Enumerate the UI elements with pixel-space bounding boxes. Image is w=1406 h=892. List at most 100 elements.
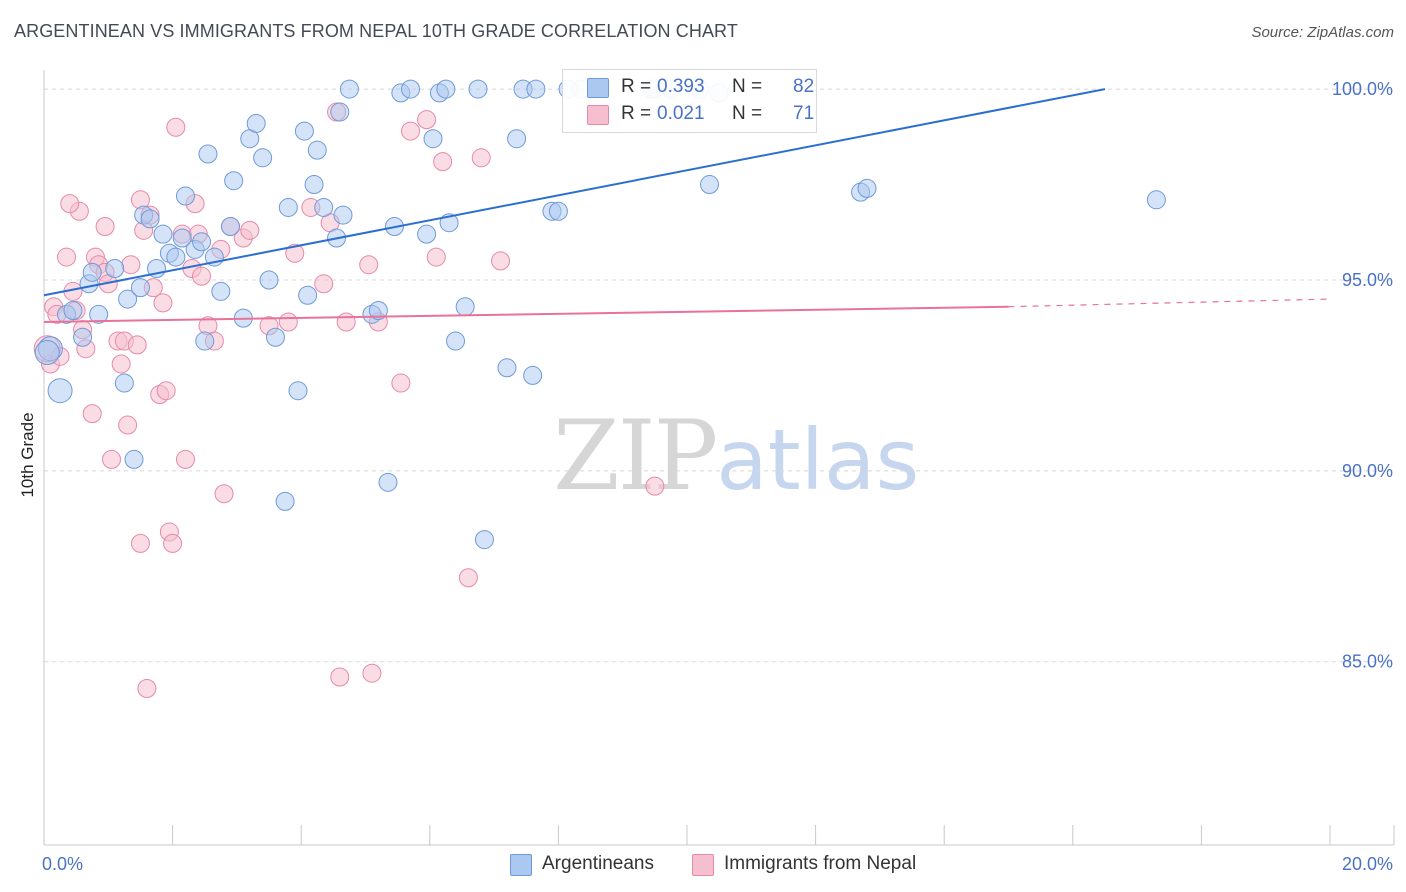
trend-line-nepal <box>43 305 1009 323</box>
point-nepal <box>278 312 298 332</box>
point-nepal <box>121 255 141 275</box>
grid-lines <box>44 88 1394 663</box>
point-argentinean <box>307 140 327 160</box>
trend-lines <box>43 88 1331 323</box>
point-argentinean <box>417 224 437 244</box>
point-nepal <box>127 335 147 355</box>
point-argentinean <box>253 148 273 168</box>
point-argentinean <box>89 304 109 324</box>
point-argentinean <box>436 79 456 99</box>
point-argentinean <box>140 209 160 229</box>
point-nepal <box>82 404 102 424</box>
y-tick-label: 100.0% <box>1332 79 1393 99</box>
point-argentinean <box>175 186 195 206</box>
point-nepal <box>214 484 234 504</box>
point-nepal <box>401 121 421 141</box>
point-nepal <box>130 533 150 553</box>
point-nepal <box>60 194 80 214</box>
point-nepal <box>645 476 665 496</box>
point-nepal <box>166 117 186 137</box>
point-argentinean <box>130 278 150 298</box>
legend-n-value: 82 <box>793 76 815 97</box>
point-argentinean <box>401 79 421 99</box>
point-nepal <box>163 533 183 553</box>
point-nepal <box>433 152 453 172</box>
point-argentinean <box>446 331 466 351</box>
point-argentinean <box>118 289 138 309</box>
legend-r-label: R = <box>621 103 652 124</box>
watermark: ZIPatlas <box>553 400 919 512</box>
point-argentinean <box>1146 190 1166 210</box>
point-argentinean <box>700 175 720 195</box>
point-argentinean <box>275 491 295 511</box>
trend-line-argentineans <box>43 88 1106 297</box>
point-argentinean <box>259 270 279 290</box>
point-nepal <box>137 678 157 698</box>
point-nepal <box>426 247 446 267</box>
watermark-atlas: atlas <box>716 411 920 509</box>
legend-n-value: 71 <box>793 103 815 124</box>
legend-r-value: 0.393 <box>657 76 705 97</box>
point-nepal <box>359 255 379 275</box>
point-argentinean <box>220 217 240 237</box>
point-nepal <box>95 217 115 237</box>
point-argentinean <box>368 301 388 321</box>
point-argentinean <box>298 285 318 305</box>
point-nepal <box>458 568 478 588</box>
point-argentinean <box>224 171 244 191</box>
point-nepal <box>391 373 411 393</box>
point-argentinean <box>265 327 285 347</box>
legend-label-nepal: Immigrants from Nepal <box>724 853 917 874</box>
point-argentinean <box>172 228 192 248</box>
point-nepal <box>330 667 350 687</box>
point-nepal <box>336 312 356 332</box>
point-argentinean <box>166 247 186 267</box>
point-argentinean <box>47 378 73 404</box>
point-argentinean <box>497 358 517 378</box>
source-label: Source: ZipAtlas.com <box>1251 24 1394 41</box>
point-argentinean <box>63 301 83 321</box>
point-nepal <box>362 663 382 683</box>
point-argentinean <box>468 79 488 99</box>
point-argentinean <box>73 327 93 347</box>
y-tick-label: 90.0% <box>1342 461 1393 481</box>
point-argentinean <box>339 79 359 99</box>
legend-label-argentineans: Argentineans <box>542 853 654 874</box>
point-nepal <box>471 148 491 168</box>
y-tick-label: 95.0% <box>1342 270 1393 290</box>
x-tick-label: 20.0% <box>1342 854 1393 874</box>
point-argentinean <box>548 201 568 221</box>
point-nepal <box>240 220 260 240</box>
point-argentinean <box>294 121 314 141</box>
point-argentinean <box>114 373 134 393</box>
legend-r-label: R = <box>621 76 652 97</box>
axes <box>43 70 1395 846</box>
point-argentinean <box>474 530 494 550</box>
point-argentinean <box>304 175 324 195</box>
trend-line-nepal <box>1008 298 1331 308</box>
point-argentinean <box>278 197 298 217</box>
chart-title: ARGENTINEAN VS IMMIGRANTS FROM NEPAL 10T… <box>14 21 738 41</box>
point-argentinean <box>423 129 443 149</box>
point-argentinean <box>523 365 543 385</box>
series-legend: Argentineans Immigrants from Nepal <box>0 850 1406 880</box>
point-argentinean <box>455 297 475 317</box>
point-nepal <box>153 293 173 313</box>
legend-n-label: N = <box>732 103 763 124</box>
point-argentinean <box>333 205 353 225</box>
point-argentinean <box>857 178 877 198</box>
point-nepal <box>102 449 122 469</box>
y-tick-label: 85.0% <box>1342 652 1393 672</box>
point-argentinean <box>507 129 527 149</box>
point-argentinean <box>124 449 144 469</box>
tick-labels: 85.0% 90.0% 95.0% 100.0% 0.0% 20.0% <box>42 79 1393 874</box>
point-nepal <box>175 449 195 469</box>
legend-swatch-nepal <box>692 854 714 876</box>
point-nepal <box>57 247 77 267</box>
point-argentinean <box>288 381 308 401</box>
point-argentinean <box>34 340 60 366</box>
point-nepal <box>192 266 212 286</box>
point-argentinean <box>195 331 215 351</box>
point-argentinean <box>526 79 546 99</box>
